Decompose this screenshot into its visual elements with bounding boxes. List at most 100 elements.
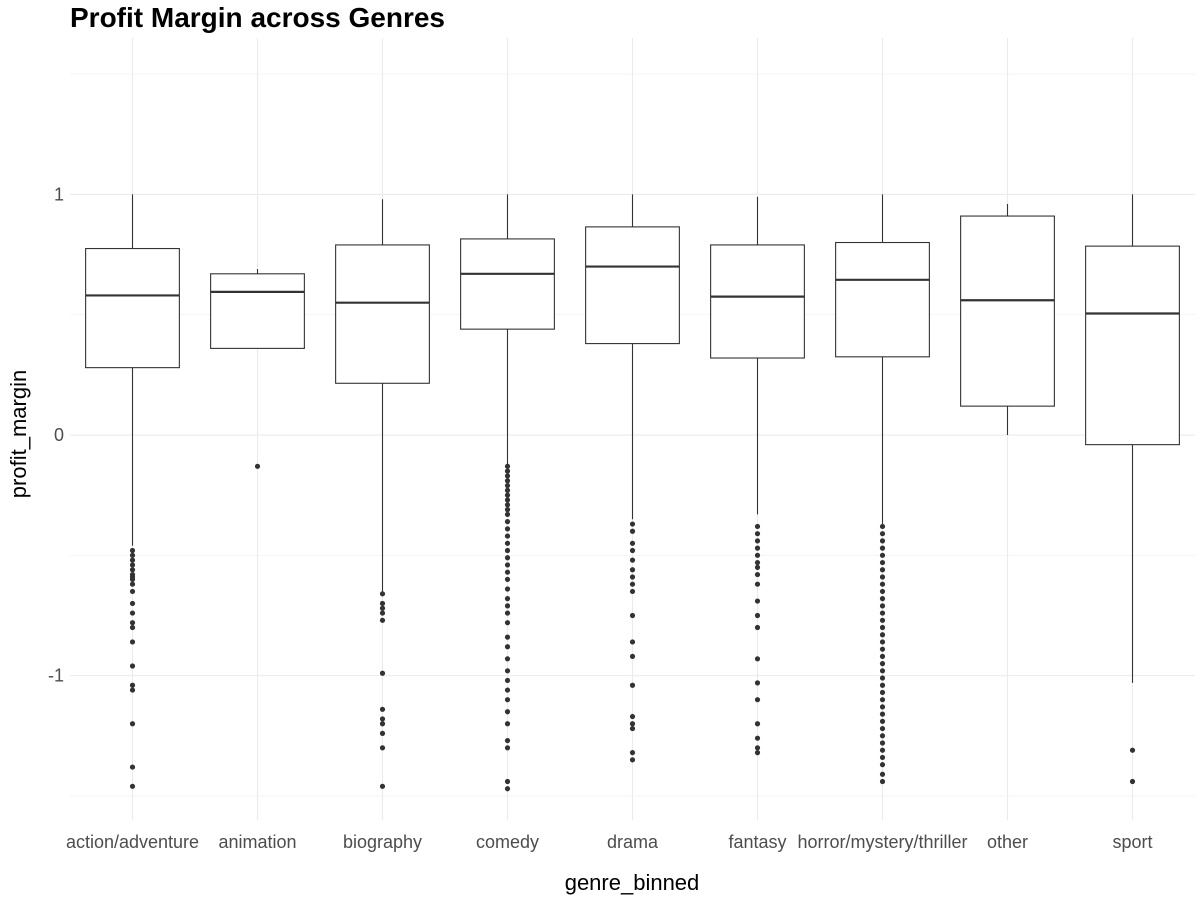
outlier-point [629,557,636,563]
outlier-point [504,778,511,785]
outlier-point [379,600,386,607]
outlier-point [754,656,761,662]
outlier-point [504,644,511,650]
box-8 [1085,194,1180,785]
outlier-point [879,762,886,768]
outlier-point [754,598,761,604]
outlier-point [629,547,636,554]
outlier-point [879,653,886,659]
outlier-point [379,670,386,676]
boxes [85,194,1180,792]
x-tick-label: action/adventure [66,832,199,852]
outlier-point [504,745,511,751]
outlier-point [504,487,511,493]
outlier-point [754,559,761,566]
outlier-point [629,721,636,727]
outlier-point [629,540,636,546]
box-2 [335,199,430,789]
box-0 [85,194,180,789]
outlier-point [129,610,136,616]
x-tick-label: biography [343,832,422,852]
outlier-point [629,581,636,587]
outlier-point [879,567,886,573]
outlier-point [379,605,386,611]
iqr-box [460,238,555,330]
outlier-point [129,721,136,727]
outlier-point [504,687,511,693]
outlier-point [504,492,511,498]
y-axis-tick-labels: -1 0 1 [48,184,64,685]
outlier-point [754,531,761,537]
outlier-point [504,709,511,715]
outlier-point [504,656,511,662]
outlier-point [129,588,136,595]
box-7 [960,204,1055,436]
outlier-point [629,521,636,527]
outlier-point [504,596,511,602]
y-axis-title: profit_margin [6,370,31,498]
outlier-point [754,538,761,544]
outlier-point [629,653,636,659]
outlier-point [629,757,636,763]
outlier-point [754,612,761,619]
outlier-point [504,668,511,674]
outlier-point [879,661,886,667]
outlier-point [879,740,886,746]
outlier-point [754,750,761,756]
outlier-point [879,704,886,710]
outlier-point [504,786,511,792]
outlier-point [879,747,886,753]
outlier-point [129,663,136,669]
outlier-point [504,497,511,503]
outlier-point [754,523,761,530]
outlier-point [504,478,511,484]
outlier-point [504,526,511,532]
outlier-point [879,697,886,703]
box-4 [585,194,680,763]
y-tick-label: 0 [54,425,64,445]
outlier-point [504,610,511,616]
outlier-point [879,668,886,674]
outlier-point [879,639,886,645]
outlier-point [379,716,386,722]
outlier-point [1129,747,1136,753]
outlier-point [879,733,886,739]
outlier-point [504,468,511,474]
outlier-point [504,677,511,684]
outlier-point [504,533,511,539]
outlier-point [379,721,386,727]
iqr-box [960,215,1055,407]
iqr-box [1085,245,1180,446]
outlier-point [629,612,636,619]
outlier-point [629,528,636,534]
outlier-point [504,603,511,609]
outlier-point [504,634,511,640]
outlier-point [129,600,136,607]
x-axis-tick-labels: action/adventure animation biography comedy… [66,832,1153,852]
outlier-point [379,610,386,616]
outlier-point [879,581,886,587]
box-1 [210,268,305,469]
box-3 [460,194,555,792]
iqr-box [710,244,805,359]
outlier-point [629,639,636,645]
outlier-point [879,675,886,681]
outlier-point [754,564,761,570]
outlier-point [629,574,636,580]
box-6 [835,194,930,785]
outlier-point [504,507,511,513]
outlier-point [504,569,511,575]
outlier-point [379,730,386,736]
x-tick-label: horror/mystery/thriller [797,832,967,852]
outlier-point [129,567,136,573]
outlier-point [504,540,511,546]
iqr-box [585,226,680,345]
outlier-point [129,783,136,789]
outlier-point [754,697,761,703]
outlier-point [129,639,136,645]
outlier-point [1129,778,1136,785]
outlier-point [504,697,511,703]
outlier-point [504,620,511,626]
outlier-point [379,591,386,597]
outlier-point [504,586,511,592]
